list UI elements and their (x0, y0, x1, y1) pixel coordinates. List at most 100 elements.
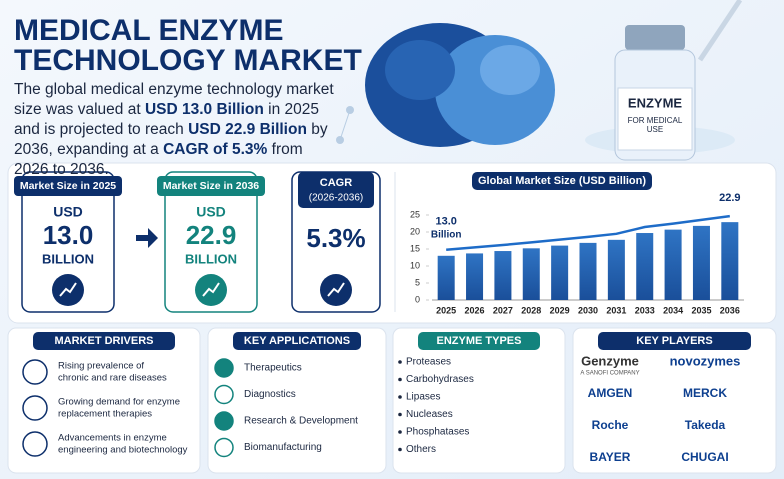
bar (721, 222, 739, 300)
stat-unit: BILLION (42, 251, 94, 266)
stat-header (14, 176, 122, 196)
stat-value: 5.3% (306, 223, 365, 253)
x-tick-label: 2030 (578, 305, 598, 315)
y-tick-label: 10 (410, 260, 420, 270)
bottom-panel (7, 327, 201, 474)
chart-title-pill (472, 172, 652, 190)
stat-icon-line (202, 282, 220, 297)
driver-text: chronic and rare diseases (58, 373, 167, 384)
type-text: Others (406, 444, 436, 455)
type-text: Proteases (406, 357, 451, 368)
y-tick-label: 0 (415, 294, 420, 304)
driver-icon (22, 431, 48, 457)
stat-sublabel: (2026-2036) (309, 193, 363, 204)
stat-value: 13.0 (43, 220, 94, 250)
stat-prefix: USD (196, 204, 226, 220)
panel-title-pill (233, 332, 361, 350)
type-text: Nucleases (406, 409, 453, 420)
player-logo: BAYER (590, 450, 631, 464)
stat-label: Market Size in 2025 (20, 180, 116, 192)
player-logo: Roche (592, 418, 629, 432)
stat-label: CAGR (320, 177, 352, 189)
application-icon (214, 411, 234, 431)
player-logo-sub: A SANOFI COMPANY (580, 371, 639, 377)
application-text: Research & Development (244, 416, 358, 427)
vial: ENZYME (585, 0, 743, 161)
panel-title-pill (598, 332, 751, 350)
player-logo: MERCK (683, 386, 727, 400)
bar (494, 251, 512, 300)
description-segment: The global medical enzyme technology mar… (14, 81, 334, 118)
type-bullet (398, 377, 402, 382)
stat-card (21, 171, 115, 313)
bottom-panel (392, 327, 566, 474)
panel-title: KEY APPLICATIONS (244, 335, 350, 347)
stats-panel (7, 162, 777, 324)
stat-icon-line (59, 282, 77, 297)
application-icon (214, 358, 234, 378)
y-tick-label: 25 (410, 209, 420, 219)
y-tick-label: 15 (410, 243, 420, 253)
description-segment: CAGR of 5.3% (163, 141, 268, 158)
description-segment: by 2036, expanding at a (14, 121, 328, 158)
chart-title: Global Market Size (USD Billion) (478, 175, 646, 187)
application-text: Diagnostics (244, 389, 296, 400)
vial-label: ENZYME (628, 95, 683, 110)
bottom-panel (207, 327, 387, 474)
x-tick-label: 2031 (606, 305, 626, 315)
description: The global medical enzyme technology mar… (14, 80, 334, 180)
bar (466, 253, 484, 300)
driver-text: Advancements in enzyme (58, 433, 167, 444)
stat-icon-line (327, 282, 345, 297)
panel-title: KEY PLAYERS (636, 335, 712, 347)
x-tick-label: 2026 (465, 305, 485, 315)
bottom-panel (572, 327, 777, 474)
stat-value: 22.9 (186, 220, 237, 250)
application-text: Therapeutics (244, 363, 302, 374)
type-bullet (398, 447, 402, 452)
application-icon (214, 384, 234, 405)
x-tick-label: 2025 (436, 305, 456, 315)
player-logo: Takeda (685, 418, 726, 432)
panel-title: MARKET DRIVERS (54, 335, 153, 347)
stat-card (164, 171, 258, 313)
stat-prefix: USD (53, 204, 83, 220)
player-logo: Genzyme (581, 353, 639, 368)
y-tick-label: 20 (410, 226, 420, 236)
stat-label: Market Size in 2036 (163, 180, 259, 192)
value-label: 13.0 (435, 216, 456, 228)
bar (692, 225, 710, 300)
trend-arrow (446, 214, 730, 252)
player-logo: AMGEN (588, 386, 633, 400)
driver-text: engineering and biotechnology (58, 445, 188, 456)
x-tick-label: 2028 (521, 305, 541, 315)
type-text: Phosphatases (406, 427, 469, 438)
bar (551, 245, 569, 300)
bar (664, 229, 682, 300)
type-text: Lipases (406, 392, 440, 403)
description-segment: in 2025 and is projected to reach (14, 101, 320, 138)
player-logo: CHUGAI (681, 450, 728, 464)
vial-sublabel-box: FOR MEDICAL USE (627, 116, 683, 134)
stat-header (298, 172, 374, 208)
vial-sublabel: FOR MEDICAL USE (627, 116, 683, 134)
description-segment: from 2026 to 2036. (14, 141, 303, 178)
molecule (336, 23, 555, 147)
bar (636, 233, 654, 300)
description-segment: USD 22.9 Billion (188, 121, 307, 138)
driver-text: replacement therapies (58, 409, 152, 420)
panel-title: ENZYME TYPES (437, 335, 522, 347)
application-text: Biomanufacturing (244, 442, 322, 453)
panel-title-pill (33, 332, 175, 350)
x-tick-label: 2027 (493, 305, 513, 315)
stat-unit: BILLION (185, 251, 237, 266)
type-bullet (398, 395, 402, 399)
stat-header (157, 176, 265, 196)
driver-text: Growing demand for enzyme (58, 397, 180, 408)
bar (607, 239, 625, 300)
description-segment: USD 13.0 Billion (144, 101, 264, 118)
driver-icon (22, 359, 48, 385)
player-logo: novozymes (670, 353, 741, 368)
